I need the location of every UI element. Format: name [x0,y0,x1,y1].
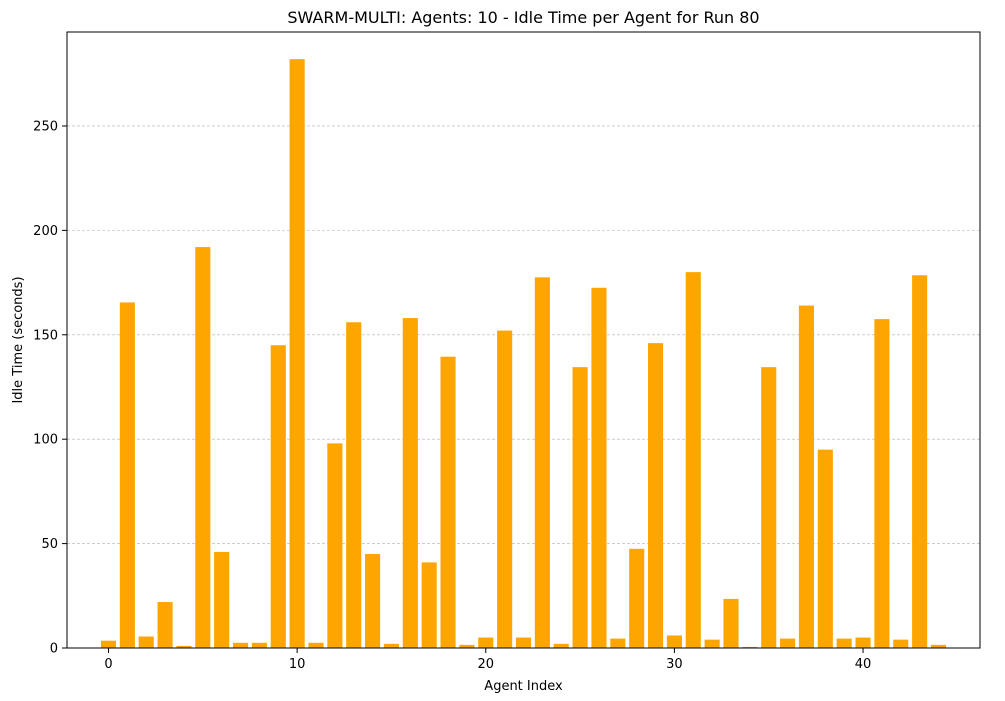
plot-frame [66,31,981,649]
bar [912,275,928,648]
x-tick-label: 10 [289,657,306,672]
chart-title: SWARM-MULTI: Agents: 10 - Idle Time per … [287,8,759,27]
x-tick-label: 40 [855,657,872,672]
bar [289,59,305,649]
bar [742,646,758,648]
bar [214,551,230,648]
x-axis-title: Agent Index [484,679,563,694]
bars [100,59,947,649]
bar [421,562,437,648]
bar [176,645,192,648]
bar [798,305,814,648]
bar [704,639,720,648]
x-tick-label: 30 [666,657,683,672]
x-axis-ticks: 0 10 20 30 40 [104,648,871,672]
bar [685,272,701,648]
bar [478,637,494,648]
bar [591,287,607,648]
bar [308,642,324,648]
bar [119,302,135,648]
bar [893,639,909,648]
y-tick-label: 50 [41,537,58,552]
bar [930,644,947,648]
y-tick-label: 200 [33,224,58,239]
bar [780,638,796,648]
bar [534,277,550,648]
x-tick-label: 0 [104,657,112,672]
bar [440,356,456,648]
bar [365,554,381,648]
y-axis-title: Idle Time (seconds) [11,276,26,403]
y-tick-label: 100 [33,433,58,448]
bar [251,642,267,648]
bar [610,638,626,648]
y-tick-label: 150 [33,328,58,343]
bar [383,643,399,648]
bar [855,637,871,648]
bar [195,247,211,648]
bar [723,598,739,648]
y-tick-label: 250 [33,119,58,134]
bar [761,367,777,648]
bar [874,319,890,648]
bar [497,330,513,648]
bar [648,343,664,648]
y-axis-ticks: 0 50 100 150 200 250 [33,119,67,657]
bar [346,322,362,648]
bar [836,638,852,648]
bar [138,636,154,648]
y-tick-label: 0 [50,642,58,657]
bar [233,642,249,648]
bar [100,640,117,648]
bar [270,345,286,648]
bar [553,643,569,648]
bar [666,635,682,648]
bar [629,548,645,648]
bar [157,602,173,648]
bar [402,318,418,648]
bar [817,449,833,648]
bar [327,443,343,648]
bar [515,637,532,648]
bar [459,644,475,648]
bar [572,367,588,648]
x-tick-label: 20 [477,657,494,672]
